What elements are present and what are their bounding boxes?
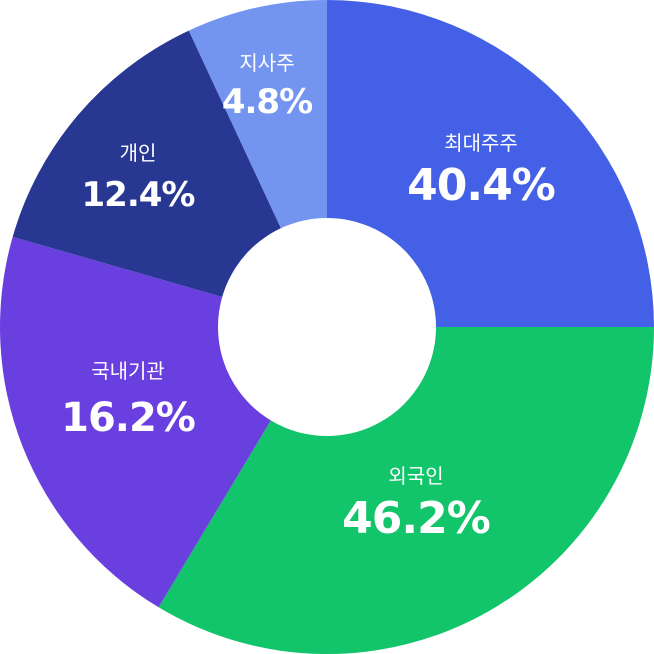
slice-value-foreign: 46.2% (342, 493, 490, 544)
slice-label-inst: 국내기관 16.2% (61, 359, 196, 441)
slice-name-foreign: 외국인 (388, 464, 443, 488)
slice-value-indiv: 12.4% (82, 175, 195, 215)
slice-value-inst: 16.2% (61, 395, 195, 441)
slice-label-treasury: 지사주 4.8% (222, 51, 313, 122)
slice-name-indiv: 개인 (120, 141, 157, 165)
slice-label-foreign: 외국인 46.2% (342, 464, 491, 544)
slice-value-major: 40.4% (407, 160, 555, 211)
slice-name-major: 최대주주 (444, 131, 518, 155)
slice-value-treasury: 4.8% (222, 82, 312, 122)
slice-name-inst: 국내기관 (91, 359, 165, 383)
slice-label-major: 최대주주 40.4% (407, 131, 556, 211)
slice-name-treasury: 지사주 (239, 51, 294, 75)
labels-layer: 최대주주 40.4% 외국인 46.2% 국내기관 16.2% 개인 12.4% 지사주 4.8% (61, 51, 556, 544)
slice-label-indiv: 개인 12.4% (82, 141, 196, 215)
slice-major (327, 0, 654, 327)
donut-hole (218, 218, 436, 436)
